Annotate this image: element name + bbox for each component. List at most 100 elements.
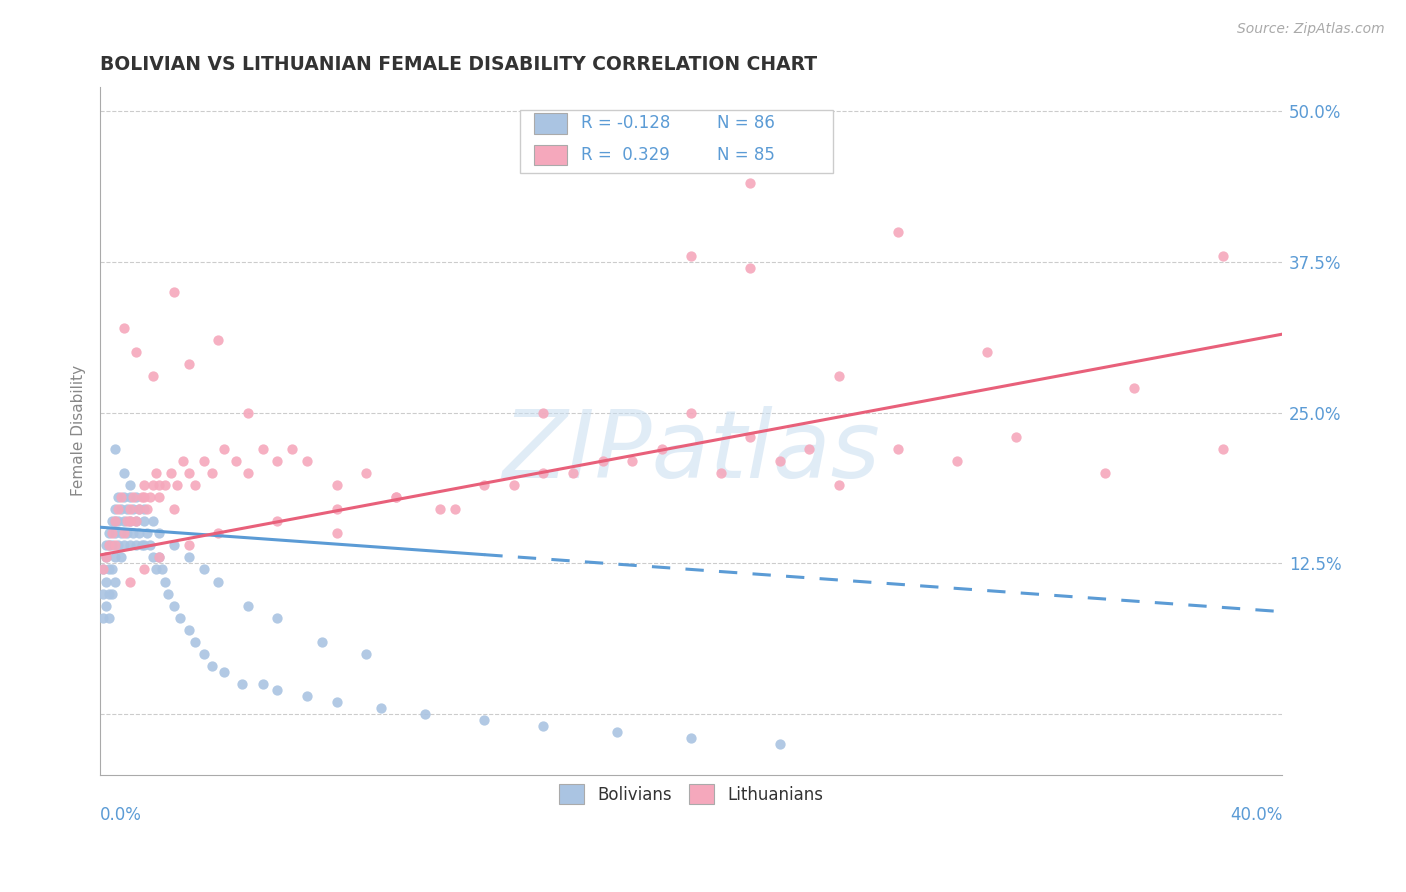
- Point: [145, 562, 167, 576]
- Point: [148, 550, 170, 565]
- Point: [148, 478, 170, 492]
- Point: [98, 611, 121, 625]
- Point: [131, 538, 153, 552]
- Point: [110, 490, 132, 504]
- Point: [1094, 466, 1116, 480]
- Point: [1212, 249, 1234, 263]
- Point: [98, 538, 121, 552]
- Point: [183, 635, 205, 649]
- Point: [104, 502, 127, 516]
- Point: [118, 478, 141, 492]
- Point: [201, 466, 224, 480]
- Text: R = -0.128: R = -0.128: [581, 114, 671, 132]
- Point: [136, 526, 159, 541]
- Point: [112, 321, 135, 335]
- Text: Source: ZipAtlas.com: Source: ZipAtlas.com: [1237, 22, 1385, 37]
- Point: [266, 454, 288, 468]
- Point: [128, 526, 150, 541]
- Text: 0.0%: 0.0%: [100, 805, 142, 823]
- Point: [252, 677, 274, 691]
- Point: [681, 406, 703, 420]
- Point: [142, 478, 165, 492]
- Point: [976, 345, 998, 359]
- Point: [166, 478, 188, 492]
- Point: [828, 478, 851, 492]
- Point: [124, 345, 146, 359]
- Point: [472, 713, 495, 727]
- Point: [413, 707, 436, 722]
- Point: [101, 538, 124, 552]
- Point: [98, 526, 121, 541]
- Point: [115, 514, 138, 528]
- Point: [799, 442, 821, 456]
- Point: [94, 574, 117, 589]
- Point: [118, 502, 141, 516]
- Point: [121, 502, 143, 516]
- Point: [121, 490, 143, 504]
- Point: [946, 454, 969, 468]
- Point: [110, 502, 132, 516]
- Point: [681, 249, 703, 263]
- Point: [236, 599, 259, 613]
- Point: [112, 526, 135, 541]
- Point: [98, 586, 121, 600]
- Point: [148, 490, 170, 504]
- Point: [118, 538, 141, 552]
- Point: [112, 490, 135, 504]
- Point: [101, 562, 124, 576]
- Point: [177, 357, 200, 371]
- Point: [145, 466, 167, 480]
- Point: [91, 611, 114, 625]
- Point: [311, 635, 333, 649]
- Point: [134, 502, 156, 516]
- Y-axis label: Female Disability: Female Disability: [72, 365, 86, 496]
- Point: [115, 526, 138, 541]
- Point: [104, 538, 127, 552]
- Point: [134, 538, 156, 552]
- Point: [193, 454, 215, 468]
- Point: [134, 490, 156, 504]
- Point: [887, 225, 910, 239]
- Point: [225, 454, 247, 468]
- Point: [1212, 442, 1234, 456]
- Point: [131, 490, 153, 504]
- Point: [153, 478, 176, 492]
- Point: [325, 478, 347, 492]
- Point: [107, 538, 129, 552]
- Text: 40.0%: 40.0%: [1230, 805, 1282, 823]
- Point: [118, 514, 141, 528]
- Point: [124, 538, 146, 552]
- Point: [207, 574, 229, 589]
- Point: [281, 442, 304, 456]
- Point: [740, 430, 762, 444]
- Point: [153, 574, 176, 589]
- Point: [134, 514, 156, 528]
- Point: [128, 502, 150, 516]
- Point: [531, 406, 554, 420]
- Point: [177, 550, 200, 565]
- Point: [502, 478, 524, 492]
- Point: [115, 502, 138, 516]
- Point: [142, 514, 165, 528]
- Point: [139, 538, 162, 552]
- Point: [681, 731, 703, 746]
- Point: [110, 526, 132, 541]
- Point: [606, 725, 628, 739]
- Point: [531, 719, 554, 733]
- Point: [104, 574, 127, 589]
- Point: [148, 526, 170, 541]
- Point: [121, 526, 143, 541]
- Point: [252, 442, 274, 456]
- Point: [107, 490, 129, 504]
- Point: [266, 611, 288, 625]
- Point: [104, 550, 127, 565]
- Point: [128, 502, 150, 516]
- Point: [769, 738, 792, 752]
- Point: [163, 285, 186, 299]
- Point: [124, 514, 146, 528]
- Point: [101, 514, 124, 528]
- Point: [124, 514, 146, 528]
- Point: [325, 526, 347, 541]
- Point: [531, 466, 554, 480]
- Point: [651, 442, 673, 456]
